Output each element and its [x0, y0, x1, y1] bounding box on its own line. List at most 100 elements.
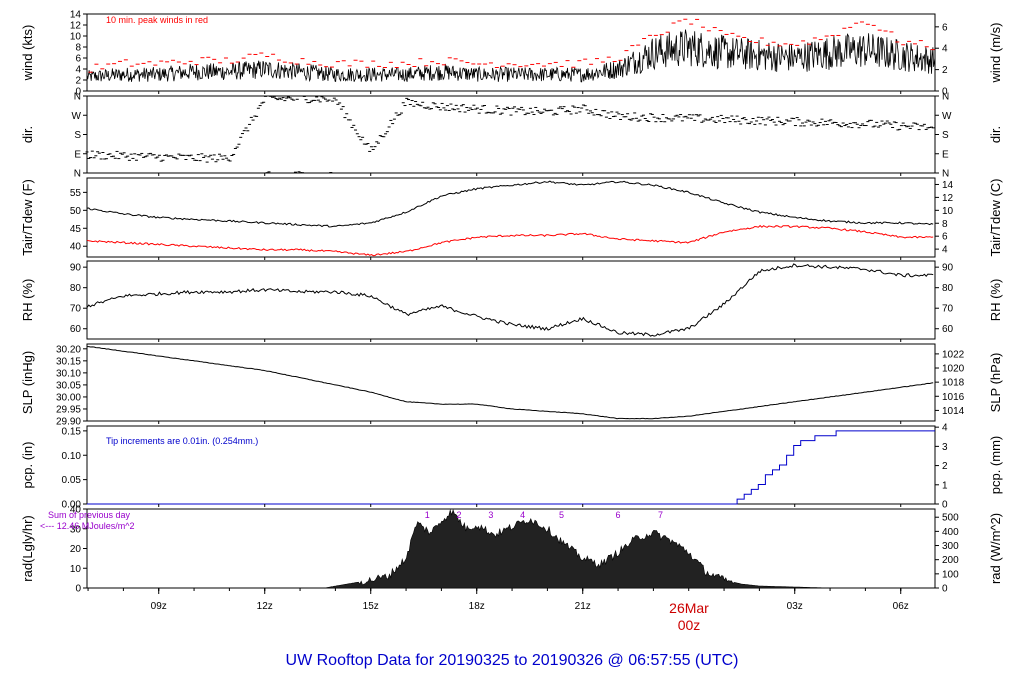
left-tick-label: 40: [70, 505, 82, 516]
left-tick-label: S: [74, 130, 81, 141]
series-slp: [87, 346, 934, 420]
x-tick-label: 21z: [575, 601, 591, 612]
right-tick-label: 1016: [942, 392, 965, 403]
right-tick-label: 1020: [942, 364, 965, 375]
left-tick-label: 0: [75, 87, 81, 98]
date-marker-sub: 00z: [678, 617, 701, 633]
rad-marker: 4: [520, 510, 525, 520]
left-axis-label: dir.: [20, 126, 35, 143]
panel-frame: [86, 177, 936, 258]
right-axis-label: wind (m/s): [988, 23, 1003, 84]
right-tick-label: 2: [942, 461, 948, 472]
wind-note: 10 min. peak winds in red: [106, 15, 208, 25]
right-tick-label: 2: [942, 65, 948, 76]
left-tick-label: 12: [70, 21, 82, 32]
rad-marker: 3: [488, 510, 493, 520]
left-tick-label: 50: [70, 206, 82, 217]
right-axis-label: Tair/Tdew (C): [988, 178, 1003, 256]
left-tick-label: N: [74, 169, 81, 180]
right-tick-label: 6: [942, 22, 948, 33]
right-tick-label: 400: [942, 527, 959, 538]
left-tick-label: 55: [70, 188, 82, 199]
left-tick-label: 8: [75, 43, 81, 54]
panel-frame: [86, 343, 936, 422]
footer-title: UW Rooftop Data for 20190325 to 20190326…: [286, 652, 739, 669]
right-tick-label: 4: [942, 44, 948, 55]
pcp-note: Tip increments are 0.01in. (0.254mm.): [106, 436, 258, 446]
rad-marker: 2: [457, 510, 462, 520]
left-tick-label: W: [72, 111, 82, 122]
right-tick-label: 100: [942, 569, 959, 580]
left-axis-label: pcp. (in): [20, 442, 35, 489]
left-tick-label: 10: [70, 564, 82, 575]
left-tick-label: 0: [75, 584, 81, 595]
rad-note-line2: <--- 12.46 MJoules/m^2: [40, 521, 135, 531]
right-tick-label: 80: [942, 283, 954, 294]
right-tick-label: 8: [942, 219, 948, 230]
right-tick-label: E: [942, 149, 949, 160]
right-tick-label: 3: [942, 442, 948, 453]
left-tick-label: N: [74, 92, 81, 103]
left-tick-label: 30: [70, 524, 82, 535]
left-tick-label: E: [74, 149, 81, 160]
right-tick-label: 0: [942, 500, 948, 511]
series-rh: [86, 263, 934, 337]
right-tick-label: 0: [942, 87, 948, 98]
series-peak-wind: [88, 18, 935, 73]
left-tick-label: 90: [70, 263, 82, 274]
right-tick-label: 14: [942, 180, 954, 191]
left-axis-label: wind (kts): [20, 25, 35, 82]
right-axis-label: RH (%): [988, 279, 1003, 322]
right-tick-label: 6: [942, 232, 948, 243]
left-tick-label: 60: [70, 324, 82, 335]
left-tick-label: 30.15: [56, 356, 81, 367]
series-dir: [85, 95, 935, 174]
right-tick-label: 4: [942, 423, 948, 434]
right-tick-label: 1014: [942, 406, 965, 417]
series-rad: [87, 508, 935, 589]
left-axis-label: Tair/Tdew (F): [20, 179, 35, 256]
x-axis: 09z 12z 15z 18z 21z 03z 06z: [87, 588, 909, 612]
right-tick-label: W: [942, 111, 952, 122]
left-tick-label: 14: [70, 10, 82, 21]
panel-pcp: 0.00 0.05 0.10 0.15 0 1 2 3 4 pcp. (in) pcp. (mm) T…: [20, 423, 1003, 511]
left-tick-label: 40: [70, 242, 82, 253]
series-tair: [86, 180, 934, 228]
panel-frame: [86, 95, 936, 174]
series-pcp: [87, 430, 936, 505]
right-tick-label: N: [942, 92, 949, 103]
left-tick-label: 70: [70, 304, 82, 315]
left-axis-label: RH (%): [20, 279, 35, 322]
right-tick-label: N: [942, 169, 949, 180]
right-tick-label: 4: [942, 245, 948, 256]
left-tick-label: 6: [75, 54, 81, 65]
right-axis-label: pcp. (mm): [988, 436, 1003, 495]
series-wind: [86, 29, 936, 83]
left-tick-label: 4: [75, 65, 81, 76]
right-tick-label: 10: [942, 206, 954, 217]
right-tick-label: 12: [942, 193, 954, 204]
left-tick-label: 2: [75, 76, 81, 87]
x-tick-label: 03z: [787, 601, 803, 612]
panel-frame: [86, 260, 936, 340]
right-axis-label: SLP (hPa): [988, 353, 1003, 413]
right-tick-label: 200: [942, 555, 959, 566]
right-tick-label: S: [942, 130, 949, 141]
series-tdew: [86, 224, 934, 257]
right-tick-label: 500: [942, 513, 959, 524]
right-axis-label: dir.: [988, 126, 1003, 143]
left-tick-label: 0.00: [62, 500, 82, 511]
rad-note-line1: Sum of previous day: [48, 510, 131, 520]
right-axis-label: rad (W/m^2): [988, 513, 1003, 584]
left-tick-label: 0.05: [62, 475, 82, 486]
left-tick-label: 80: [70, 283, 82, 294]
right-tick-label: 60: [942, 324, 954, 335]
rad-marker: 6: [616, 510, 621, 520]
x-tick-label: 09z: [151, 601, 167, 612]
